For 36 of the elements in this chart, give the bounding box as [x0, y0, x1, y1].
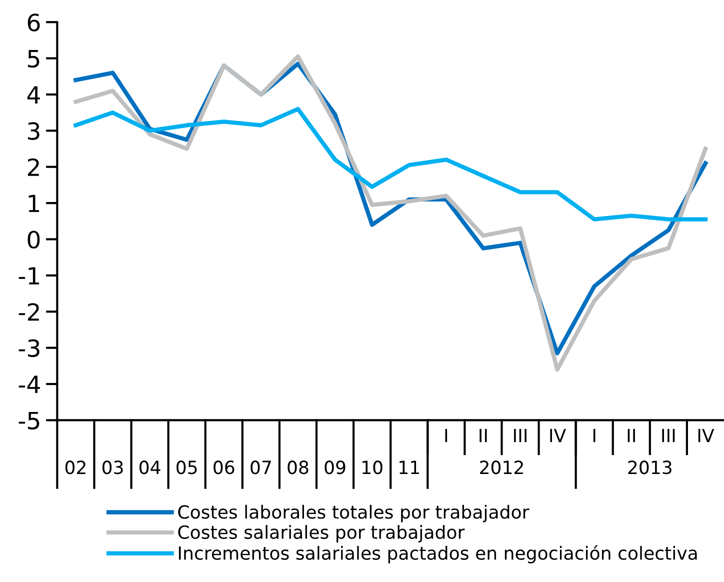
x-tick-label: 08 — [288, 460, 308, 474]
text: 2013 — [628, 460, 672, 474]
x-tick-label: 04 — [140, 460, 160, 474]
x-tick-label: 11 — [400, 460, 419, 474]
legend-label: Costes laborales totales por trabajador — [178, 504, 530, 522]
x-tick-label: 05 — [176, 460, 197, 474]
x-tick-label: II — [480, 428, 487, 442]
x-tick-label: 09 — [324, 460, 346, 474]
y-tick-label: -2 — [18, 303, 39, 321]
y-tick-label: -3 — [18, 339, 40, 358]
y-tick-label: 2 — [28, 158, 39, 176]
x-tick-label: 03 — [102, 460, 123, 474]
x-tick-label: 10 — [362, 460, 382, 474]
y-tick-label: 0 — [28, 230, 40, 249]
x-tick-label: IV — [550, 428, 566, 442]
x-tick-label: IV — [698, 428, 714, 442]
x-tick-label: II — [628, 428, 635, 442]
text: 2012 — [480, 460, 523, 474]
legend-label: Costes salariales por trabajador — [178, 525, 465, 542]
legend-label: Incrementos salariales pactados en negociación colectiva — [178, 545, 697, 564]
x-tick-label: III — [662, 428, 675, 442]
y-tick-label: 1 — [28, 194, 40, 212]
x-tick-label: 02 — [65, 460, 86, 474]
y-tick-label: -5 — [18, 412, 40, 430]
line-series — [74, 106, 708, 222]
x-tick-label: III — [514, 428, 526, 442]
y-tick-label: 6 — [28, 14, 40, 32]
y-tick-label: 3 — [28, 122, 40, 140]
x-tick-label: 07 — [250, 460, 271, 474]
x-tick-label: I — [445, 428, 448, 442]
y-tick-label: 5 — [28, 50, 40, 68]
y-tick-label: -1 — [18, 267, 40, 284]
y-tick-label: 4 — [27, 86, 40, 104]
x-tick-label: I — [593, 428, 596, 442]
y-tick-label: -4 — [18, 376, 40, 393]
x-tick-label: 06 — [214, 460, 234, 474]
